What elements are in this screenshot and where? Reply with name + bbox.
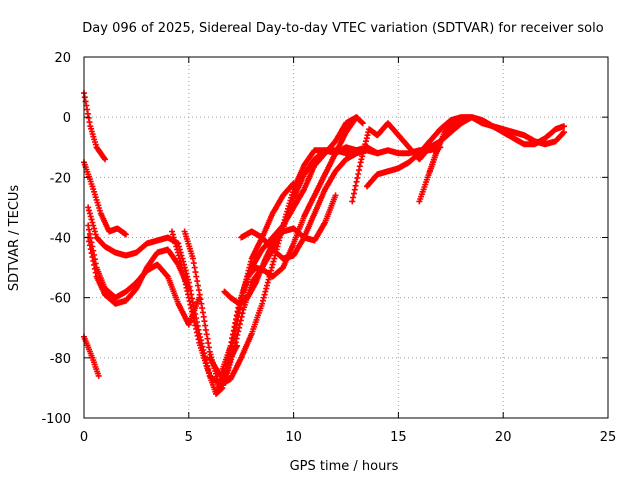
series-markers [426, 114, 567, 175]
x-tick-label: 25 [600, 430, 617, 445]
x-tick-label: 15 [390, 430, 407, 445]
y-tick-label: -100 [41, 412, 71, 427]
x-tick-label: 5 [185, 430, 193, 445]
x-axis-label: GPS time / hours [290, 459, 399, 474]
y-tick-label: 20 [54, 51, 71, 66]
y-tick-label: -20 [50, 171, 71, 186]
x-tick-label: 0 [80, 430, 88, 445]
tick-layer: 0 5 10 15 20 25 -100 -80 -60 -40 -20 0 20 [41, 51, 616, 445]
y-axis-label: SDTVAR / TECUs [7, 185, 22, 292]
series-layer [81, 90, 567, 397]
series-arc-12 [221, 192, 339, 307]
y-tick-label: -40 [50, 232, 71, 247]
x-tick-label: 20 [495, 430, 512, 445]
y-tick-label: -80 [50, 352, 71, 367]
y-tick-label: 0 [63, 111, 71, 126]
y-tick-label: -60 [50, 292, 71, 307]
series-markers [219, 114, 366, 385]
series-arc-17 [426, 114, 567, 175]
series-arc-11 [219, 114, 366, 385]
series-markers [221, 192, 339, 307]
x-tick-label: 10 [285, 430, 302, 445]
chart-title: Day 096 of 2025, Sidereal Day-to-day VTE… [82, 21, 603, 36]
